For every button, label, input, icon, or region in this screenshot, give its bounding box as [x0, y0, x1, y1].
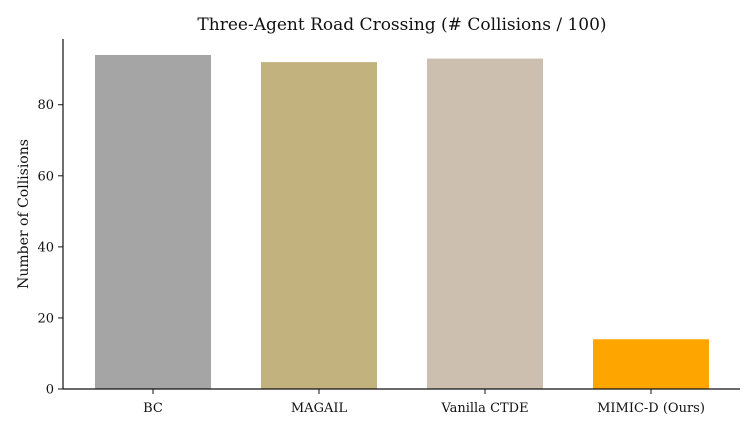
y-tick-label: 40	[37, 240, 54, 255]
y-tick-label: 0	[46, 383, 54, 398]
x-tick-label: BC	[143, 401, 163, 416]
bar-magail	[261, 62, 377, 390]
x-tick-label: Vanilla CTDE	[440, 401, 528, 416]
x-tick-label: MAGAIL	[291, 401, 348, 416]
y-ticks-group: 0 20 40 60 80	[37, 98, 63, 398]
bar-vanilla-ctde	[427, 58, 543, 389]
x-ticks-group: BC MAGAIL Vanilla CTDE MIMIC-D (Ours)	[143, 389, 705, 416]
bar-mimic-d-ours	[593, 339, 709, 389]
x-tick-label: MIMIC-D (Ours)	[597, 401, 705, 416]
bar-bc	[95, 54, 211, 390]
y-tick-label: 60	[37, 169, 54, 184]
chart-title: Three-Agent Road Crossing (# Collisions …	[197, 15, 606, 35]
y-tick-label: 80	[37, 98, 54, 113]
y-tick-label: 20	[37, 311, 54, 326]
bars-group	[95, 54, 709, 390]
y-axis-label: Number of Collisions	[16, 139, 32, 289]
